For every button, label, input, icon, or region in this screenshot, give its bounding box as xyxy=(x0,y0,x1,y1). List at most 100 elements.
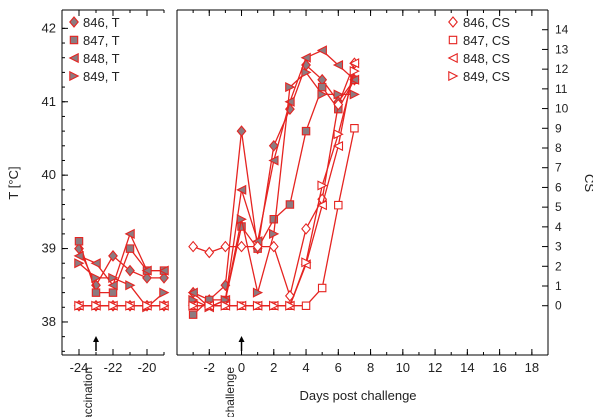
data-point xyxy=(204,300,215,311)
legend-right-label: 848, CS xyxy=(463,51,510,66)
series-846-t xyxy=(74,59,360,306)
y-axis-left-label: T [°C] xyxy=(6,166,21,199)
data-point xyxy=(252,300,264,311)
data-point xyxy=(349,74,360,85)
y-right-tick-label: 13 xyxy=(555,42,569,56)
data-point xyxy=(188,310,198,319)
data-point xyxy=(236,214,247,225)
annotation-arrowhead xyxy=(93,336,99,342)
data-point xyxy=(108,250,118,262)
data-point xyxy=(74,258,85,269)
x-tick-label: 10 xyxy=(396,360,410,375)
data-point xyxy=(333,98,344,111)
data-point xyxy=(285,200,295,209)
x-tick-label: 12 xyxy=(428,360,442,375)
data-point xyxy=(269,214,279,224)
data-point xyxy=(317,180,328,191)
data-point xyxy=(349,58,360,69)
y-right-tick-label: 11 xyxy=(555,82,568,96)
data-point xyxy=(252,240,263,253)
legend-right-label: 849, CS xyxy=(463,69,510,84)
legend-left-marker xyxy=(68,52,79,64)
legend-right-marker xyxy=(448,16,458,28)
data-point xyxy=(349,66,360,77)
data-point xyxy=(108,300,119,311)
data-point xyxy=(269,228,280,239)
series-line xyxy=(193,63,356,307)
data-point xyxy=(332,140,344,152)
y-left-tick-label: 40 xyxy=(42,167,56,182)
x-tick-label: 16 xyxy=(492,360,506,375)
data-point xyxy=(350,124,359,133)
x-tick-label: -24 xyxy=(70,360,89,375)
legend-left-marker xyxy=(69,16,79,28)
data-point xyxy=(91,288,101,297)
data-point xyxy=(159,272,169,284)
x-tick-label: 18 xyxy=(525,360,539,375)
y-right-tick-label: 0 xyxy=(555,299,562,313)
data-point xyxy=(74,300,85,311)
x-tick-label: -22 xyxy=(104,360,123,375)
y-left-tick-label: 41 xyxy=(42,94,56,109)
data-point xyxy=(159,300,170,311)
data-point xyxy=(125,280,136,291)
data-point xyxy=(333,89,344,100)
data-point xyxy=(74,236,84,246)
data-point xyxy=(90,258,101,269)
data-point xyxy=(236,125,247,137)
x-tick-label: 4 xyxy=(302,360,309,375)
data-point xyxy=(349,89,360,100)
data-point xyxy=(142,272,152,284)
data-point xyxy=(236,240,247,253)
data-point xyxy=(317,283,327,293)
data-point xyxy=(108,272,119,284)
series-line xyxy=(193,70,356,307)
data-point xyxy=(125,244,135,253)
legend-right-marker xyxy=(447,52,458,64)
data-point xyxy=(317,89,328,100)
data-point xyxy=(284,96,295,107)
legend-left-label: 846, T xyxy=(83,15,120,30)
y-left-tick-label: 39 xyxy=(42,241,56,256)
data-point xyxy=(220,300,231,311)
data-point xyxy=(204,246,215,259)
y-right-tick-label: 10 xyxy=(555,102,569,116)
legend-left-marker xyxy=(69,35,79,45)
annotation-arrowhead xyxy=(238,336,245,342)
series-line xyxy=(192,79,355,316)
legend-right-marker xyxy=(448,35,458,45)
y-right-tick-label: 8 xyxy=(555,141,562,155)
data-point xyxy=(269,300,280,311)
x-tick-label: -20 xyxy=(138,360,157,375)
y-left-tick-label: 38 xyxy=(42,314,56,329)
data-point xyxy=(142,300,153,311)
y-right-tick-label: 6 xyxy=(555,180,562,194)
annotation-challenge: challenge xyxy=(223,367,237,417)
data-point xyxy=(285,81,296,93)
data-point xyxy=(124,228,135,239)
data-point xyxy=(268,240,279,253)
data-point xyxy=(301,301,311,310)
data-point xyxy=(285,300,296,311)
data-point xyxy=(91,300,102,311)
y-left-tick-label: 42 xyxy=(42,20,56,35)
data-point xyxy=(73,250,84,261)
data-point xyxy=(317,82,327,92)
data-point xyxy=(268,155,279,166)
y-right-tick-label: 7 xyxy=(555,161,562,175)
x-tick-label: 2 xyxy=(270,360,277,375)
y-right-tick-label: 2 xyxy=(555,259,562,273)
data-point xyxy=(220,240,231,253)
data-point xyxy=(252,287,264,298)
legend-right-label: 846, CS xyxy=(463,15,510,30)
y-right-tick-label: 1 xyxy=(555,279,562,293)
data-point xyxy=(141,265,152,276)
chart-legend: 846, T 847, T 848, T 849, T 846, CS 847, CS 84… xyxy=(68,15,510,84)
data-point xyxy=(158,265,169,276)
series-line xyxy=(192,49,355,309)
series-849-cs xyxy=(74,66,360,311)
x-tick-label: -2 xyxy=(203,360,215,375)
legend-right-marker xyxy=(448,70,459,82)
data-point xyxy=(301,126,311,136)
data-point xyxy=(300,52,311,63)
